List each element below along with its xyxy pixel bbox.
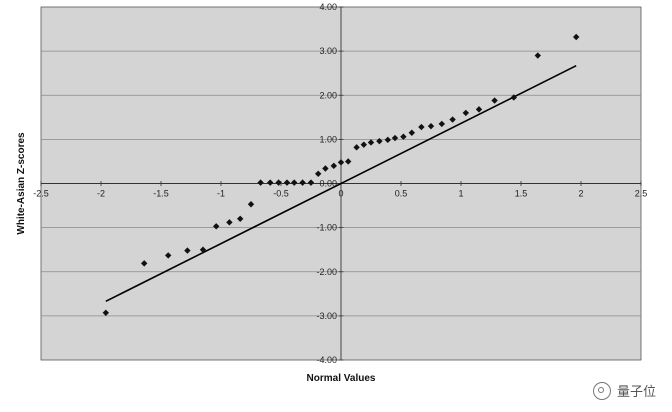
y-tick-label: 0.00 [319,179,337,189]
x-tick-label: -2 [97,189,105,199]
y-tick-label: -3.00 [316,311,337,321]
data-point [337,159,345,166]
data-point [291,179,298,186]
data-point [449,116,456,123]
x-axis-label: Normal Values [307,373,376,384]
x-tick-labels: -2.5 -2 -1.5 -1 -0.5 0 0.5 1 1.5 2 2.5 [33,189,647,199]
x-tick-label: -1.5 [153,189,169,199]
data-point [400,133,407,140]
x-tick-label: 0 [338,189,343,199]
y-tick-label: 3.00 [319,46,337,56]
data-point [367,139,375,146]
reference-line-group [105,64,577,303]
y-axis-label: White-Asian Z-scores [16,132,27,235]
data-point [330,162,337,170]
data-point [427,122,435,130]
data-point [184,247,191,254]
data-point [315,170,322,177]
data-point [353,144,360,151]
data-point [491,97,498,104]
data-point [418,123,425,131]
x-tick-label: 1 [458,189,463,199]
y-tick-labels: 4.00 3.00 2.00 1.00 0.00 -1.00 -2.00 -3.00 -4.00 [316,2,337,365]
x-tick-label: 2.5 [635,189,648,199]
data-point [213,223,220,230]
data-point [283,179,291,186]
data-point [475,106,483,113]
data-point [299,179,306,186]
data-point [199,246,207,253]
data-point [462,109,469,117]
y-tick-label: -1.00 [316,223,337,233]
data-point [376,137,383,145]
y-tick-label: 1.00 [319,134,337,144]
data-point [384,136,391,144]
x-tick-label: -0.5 [273,189,289,199]
data-point [510,94,517,101]
data-point [345,158,352,165]
y-tick-label: 4.00 [319,2,337,12]
data-point [237,215,244,222]
watermark-text: 量子位 [616,385,656,400]
y-tick-label: 2.00 [319,90,337,100]
data-point [275,179,282,186]
data-point [438,120,445,128]
watermark: 量子位 [592,381,656,400]
data-point [360,141,367,148]
data-point [102,309,109,316]
y-tick-label: -2.00 [316,267,337,277]
data-point [408,129,415,136]
data-point [165,252,172,259]
data-point [322,165,329,172]
data-point [226,219,233,226]
x-tick-label: -1 [217,189,225,199]
x-tick-label: 0.5 [395,189,408,199]
data-point [307,179,315,186]
wechat-icon [592,381,611,400]
data-point [573,33,580,41]
data-point [391,134,399,142]
x-tick-label: 1.5 [515,189,528,199]
data-point [267,179,274,186]
y-tick-label: -4.00 [316,355,337,365]
x-tick-label: 2 [578,189,583,199]
data-point [257,179,264,186]
data-point [141,260,148,267]
x-tick-label: -2.5 [33,189,49,199]
reference-line [105,64,577,303]
data-point [247,201,255,208]
data-points [102,33,580,316]
data-point [534,52,541,59]
